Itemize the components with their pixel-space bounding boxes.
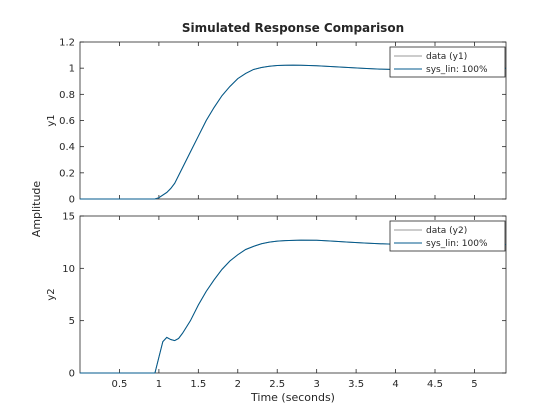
y-tick-label: 0.2 bbox=[59, 168, 75, 179]
legend-label: sys_lin: 100% bbox=[426, 65, 488, 75]
x-tick-label: 3.5 bbox=[348, 379, 364, 390]
x-tick-label: 5 bbox=[471, 379, 477, 390]
plots: 0 0.2 0.4 0.6 0.8 1 1.2 y1 data (y1) sys_lin: 100… bbox=[46, 38, 507, 390]
figure-title: Simulated Response Comparison bbox=[182, 21, 404, 35]
x-tick-label: 1.5 bbox=[190, 379, 206, 390]
axes-panel-2: 0.5 1 1.5 2 2.5 3 3.5 4 4.5 5 0 5 10 15 y2 data (y2) sys… bbox=[46, 212, 507, 390]
shared-y-axis-label: Amplitude bbox=[30, 181, 43, 238]
x-axis-label: Time (seconds) bbox=[250, 391, 335, 404]
legend: data (y2) sys_lin: 100% bbox=[389, 220, 506, 252]
legend-box bbox=[389, 220, 506, 252]
x-tick-label: 1 bbox=[156, 379, 162, 390]
y-tick-label: 0 bbox=[69, 369, 75, 380]
y-tick-label: 10 bbox=[62, 264, 75, 275]
y-tick-label: 0 bbox=[69, 195, 75, 206]
x-tick-label: 2.5 bbox=[269, 379, 285, 390]
y-tick-label: 1.2 bbox=[59, 38, 75, 49]
x-tick-label: 3 bbox=[313, 379, 319, 390]
legend-label: sys_lin: 100% bbox=[426, 239, 488, 249]
y-axis-label-y1: y1 bbox=[46, 114, 57, 126]
legend: data (y1) sys_lin: 100% bbox=[389, 46, 506, 78]
legend-label: data (y2) bbox=[426, 226, 467, 236]
x-tick-label: 4.5 bbox=[427, 379, 443, 390]
y-tick-label: 0.4 bbox=[59, 142, 75, 153]
legend-box bbox=[389, 46, 506, 78]
y-tick-label: 15 bbox=[62, 212, 75, 223]
y-tick-label: 0.6 bbox=[59, 116, 75, 127]
axes-panel-1: 0 0.2 0.4 0.6 0.8 1 1.2 y1 data (y1) sys_lin: 100… bbox=[46, 38, 507, 206]
x-tick-label: 2 bbox=[235, 379, 241, 390]
y-tick-label: 5 bbox=[69, 316, 75, 327]
x-tick-label: 0.5 bbox=[111, 379, 127, 390]
y-axis-label-y2: y2 bbox=[46, 288, 57, 300]
legend-label: data (y1) bbox=[426, 52, 467, 62]
y-tick-label: 1 bbox=[69, 64, 75, 75]
x-tick-label: 4 bbox=[392, 379, 398, 390]
y-tick-label: 0.8 bbox=[59, 90, 75, 101]
